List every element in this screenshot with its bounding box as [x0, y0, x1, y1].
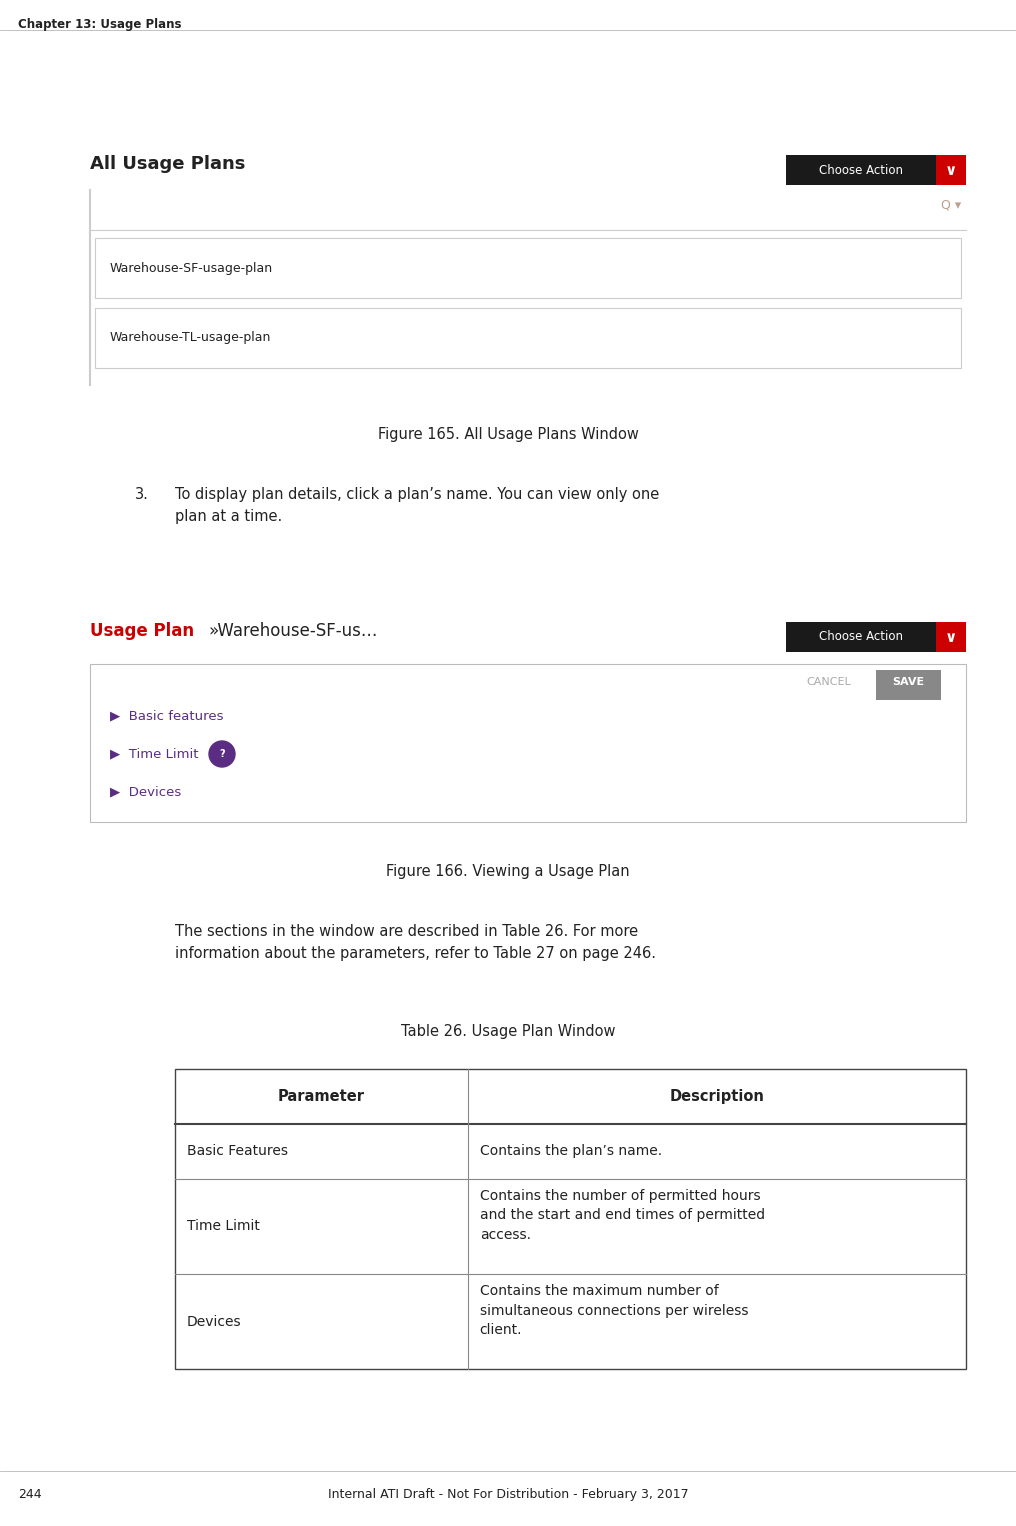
Text: 3.: 3.: [135, 487, 149, 502]
Text: To display plan details, click a plan’s name. You can view only one
plan at a ti: To display plan details, click a plan’s …: [175, 487, 659, 525]
Text: Figure 165. All Usage Plans Window: Figure 165. All Usage Plans Window: [378, 427, 638, 443]
FancyBboxPatch shape: [936, 623, 966, 652]
Text: 244: 244: [18, 1488, 42, 1502]
Text: Warehouse-TL-usage-plan: Warehouse-TL-usage-plan: [110, 331, 271, 345]
Text: ∨: ∨: [945, 630, 957, 644]
Text: Choose Action: Choose Action: [819, 163, 903, 177]
FancyBboxPatch shape: [175, 1070, 966, 1369]
FancyBboxPatch shape: [876, 670, 941, 700]
Text: CANCEL: CANCEL: [806, 678, 850, 687]
FancyBboxPatch shape: [96, 238, 961, 298]
Text: ▶  Basic features: ▶ Basic features: [110, 710, 224, 722]
Text: Description: Description: [670, 1090, 764, 1103]
FancyBboxPatch shape: [936, 156, 966, 185]
Text: Q ▾: Q ▾: [941, 198, 961, 211]
Text: Contains the maximum number of
simultaneous connections per wireless
client.: Contains the maximum number of simultane…: [480, 1283, 748, 1337]
Text: Table 26. Usage Plan Window: Table 26. Usage Plan Window: [400, 1024, 616, 1039]
FancyBboxPatch shape: [90, 664, 966, 823]
FancyBboxPatch shape: [786, 156, 936, 185]
Text: Basic Features: Basic Features: [187, 1144, 288, 1158]
Circle shape: [209, 742, 235, 768]
Text: ?: ?: [219, 749, 225, 758]
Text: Choose Action: Choose Action: [819, 630, 903, 644]
Text: SAVE: SAVE: [892, 678, 925, 687]
Text: ▶  Time Limit: ▶ Time Limit: [110, 748, 198, 760]
Text: Internal ATI Draft - Not For Distribution - February 3, 2017: Internal ATI Draft - Not For Distributio…: [328, 1488, 688, 1502]
Text: ∨: ∨: [945, 162, 957, 177]
FancyBboxPatch shape: [786, 623, 936, 652]
Text: »Warehouse-SF-us…: »Warehouse-SF-us…: [208, 623, 377, 639]
Text: The sections in the window are described in Table 26. For more
information about: The sections in the window are described…: [175, 925, 656, 961]
Text: ▶  Devices: ▶ Devices: [110, 786, 181, 798]
Text: Contains the number of permitted hours
and the start and end times of permitted
: Contains the number of permitted hours a…: [480, 1189, 765, 1242]
Text: Parameter: Parameter: [277, 1090, 365, 1103]
Text: Chapter 13: Usage Plans: Chapter 13: Usage Plans: [18, 18, 182, 31]
Text: Time Limit: Time Limit: [187, 1219, 260, 1233]
FancyBboxPatch shape: [96, 308, 961, 368]
Text: Usage Plan: Usage Plan: [90, 623, 194, 639]
Text: Devices: Devices: [187, 1314, 242, 1329]
Text: All Usage Plans: All Usage Plans: [90, 156, 246, 172]
Text: Contains the plan’s name.: Contains the plan’s name.: [480, 1144, 661, 1158]
Text: Warehouse-SF-usage-plan: Warehouse-SF-usage-plan: [110, 261, 273, 275]
Text: Figure 166. Viewing a Usage Plan: Figure 166. Viewing a Usage Plan: [386, 864, 630, 879]
